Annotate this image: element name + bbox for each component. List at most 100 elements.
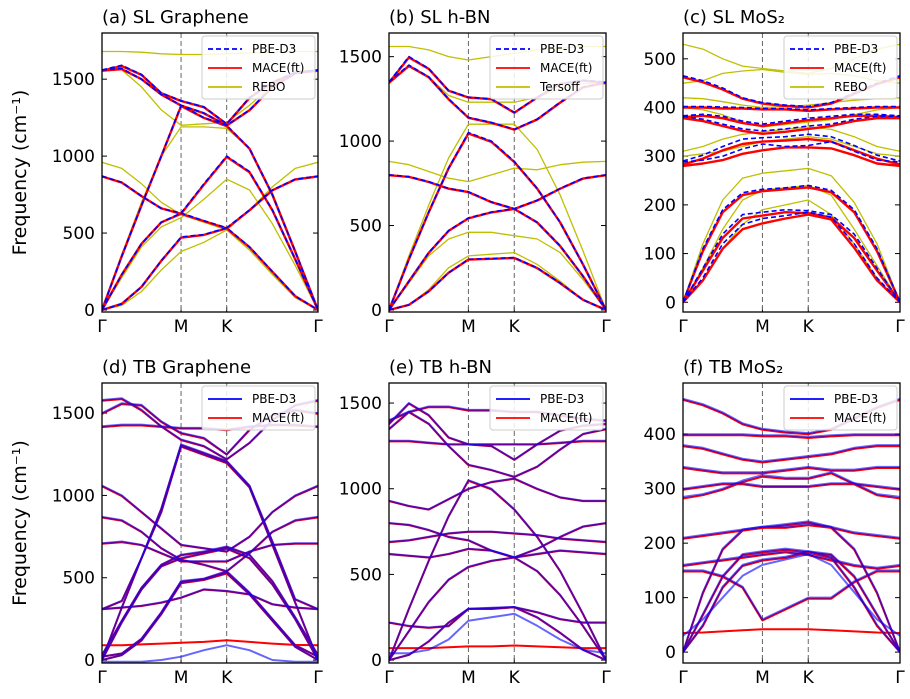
y-tick-label: 500 [644,50,676,70]
x-tick-label: M [755,317,770,337]
band-line [389,612,606,655]
band-line [683,140,900,163]
y-tick-label: 200 [644,534,676,554]
panel-title: (d) TB Graphene [102,357,251,378]
legend-box [783,385,898,431]
band-line [683,547,900,653]
x-tick-label: M [461,317,476,337]
y-tick-label: 1000 [52,147,95,167]
band-line [683,137,900,166]
legend-label: PBE-D3 [540,392,584,406]
band-line [683,211,900,303]
legend-label: PBE-D3 [834,392,878,406]
x-tick-label: Γ [313,317,323,337]
y-tick-label: 300 [644,480,676,500]
x-tick-label: K [221,668,233,688]
panel-title: (e) TB h-BN [389,357,492,378]
band-line [683,434,900,439]
y-tick-label: 500 [63,224,95,244]
band-line [683,433,900,438]
y-tick-label: 0 [371,301,382,321]
band-line [389,439,606,446]
y-tick-label: 500 [350,217,382,237]
plot-frame [101,32,319,313]
band-line [389,207,606,311]
legend-box [201,35,316,100]
y-tick-label: 100 [644,245,676,265]
band-line [683,482,900,490]
x-tick-label: K [509,317,521,337]
x-tick-label: K [509,668,521,688]
x-tick-label: K [221,317,233,337]
y-tick-label: 1500 [52,404,95,424]
band-line [389,606,606,662]
band-line [389,131,606,311]
legend-label: MACE(ft) [540,61,592,75]
band-line [683,167,900,303]
band-line [102,229,318,311]
band-line [683,471,900,498]
band-line [683,213,900,304]
x-tick-label: M [174,317,189,337]
plot-frame [101,382,319,664]
band-line [683,550,900,653]
legend-label: MACE(ft) [540,411,592,425]
band-line [683,467,900,475]
band-line [102,644,318,663]
band-line [102,515,318,573]
x-tick-label: Γ [678,317,688,337]
y-axis-label: Frequency (cm⁻¹) [9,440,31,606]
y-tick-label: 0 [84,301,95,321]
band-line [683,444,900,463]
band-line [683,520,900,653]
legend-box [783,35,898,100]
plot-frame [388,32,607,313]
band-line [683,113,900,125]
x-tick-label: Γ [313,668,323,688]
band-line [102,126,318,311]
legend-label: MACE(ft) [252,411,304,425]
x-tick-label: Γ [895,317,905,337]
band-line [683,133,900,162]
y-tick-label: 100 [644,589,676,609]
band-line [102,588,318,610]
band-line [683,524,900,540]
band-line [389,606,606,629]
band-line [102,227,318,312]
band-line [389,174,606,210]
legend-label: PBE-D3 [252,42,296,56]
band-line [389,479,606,661]
x-tick-label: K [803,317,815,337]
x-tick-label: Γ [678,668,688,688]
band-line [102,443,318,610]
band-line [389,530,606,543]
y-tick-label: 0 [371,651,382,671]
band-line [683,570,900,622]
band-line [683,553,900,637]
band-line [683,208,900,303]
band-line [102,484,318,553]
x-tick-label: Γ [895,668,905,688]
y-tick-label: 0 [665,293,676,313]
band-line [389,556,606,661]
legend-label: REBO [834,80,867,94]
x-tick-label: Γ [601,668,611,688]
y-tick-label: 1500 [339,48,382,68]
band-line [102,155,318,311]
panel-title: (c) SL MoS₂ [683,7,785,28]
y-tick-label: 1000 [339,132,382,152]
band-line [683,105,900,111]
legend-box [489,35,604,100]
band-line [102,104,318,311]
band-line [683,211,900,304]
band-line [683,106,900,128]
legend-label: MACE(ft) [834,411,886,425]
band-line [389,522,606,559]
band-line [683,186,900,303]
